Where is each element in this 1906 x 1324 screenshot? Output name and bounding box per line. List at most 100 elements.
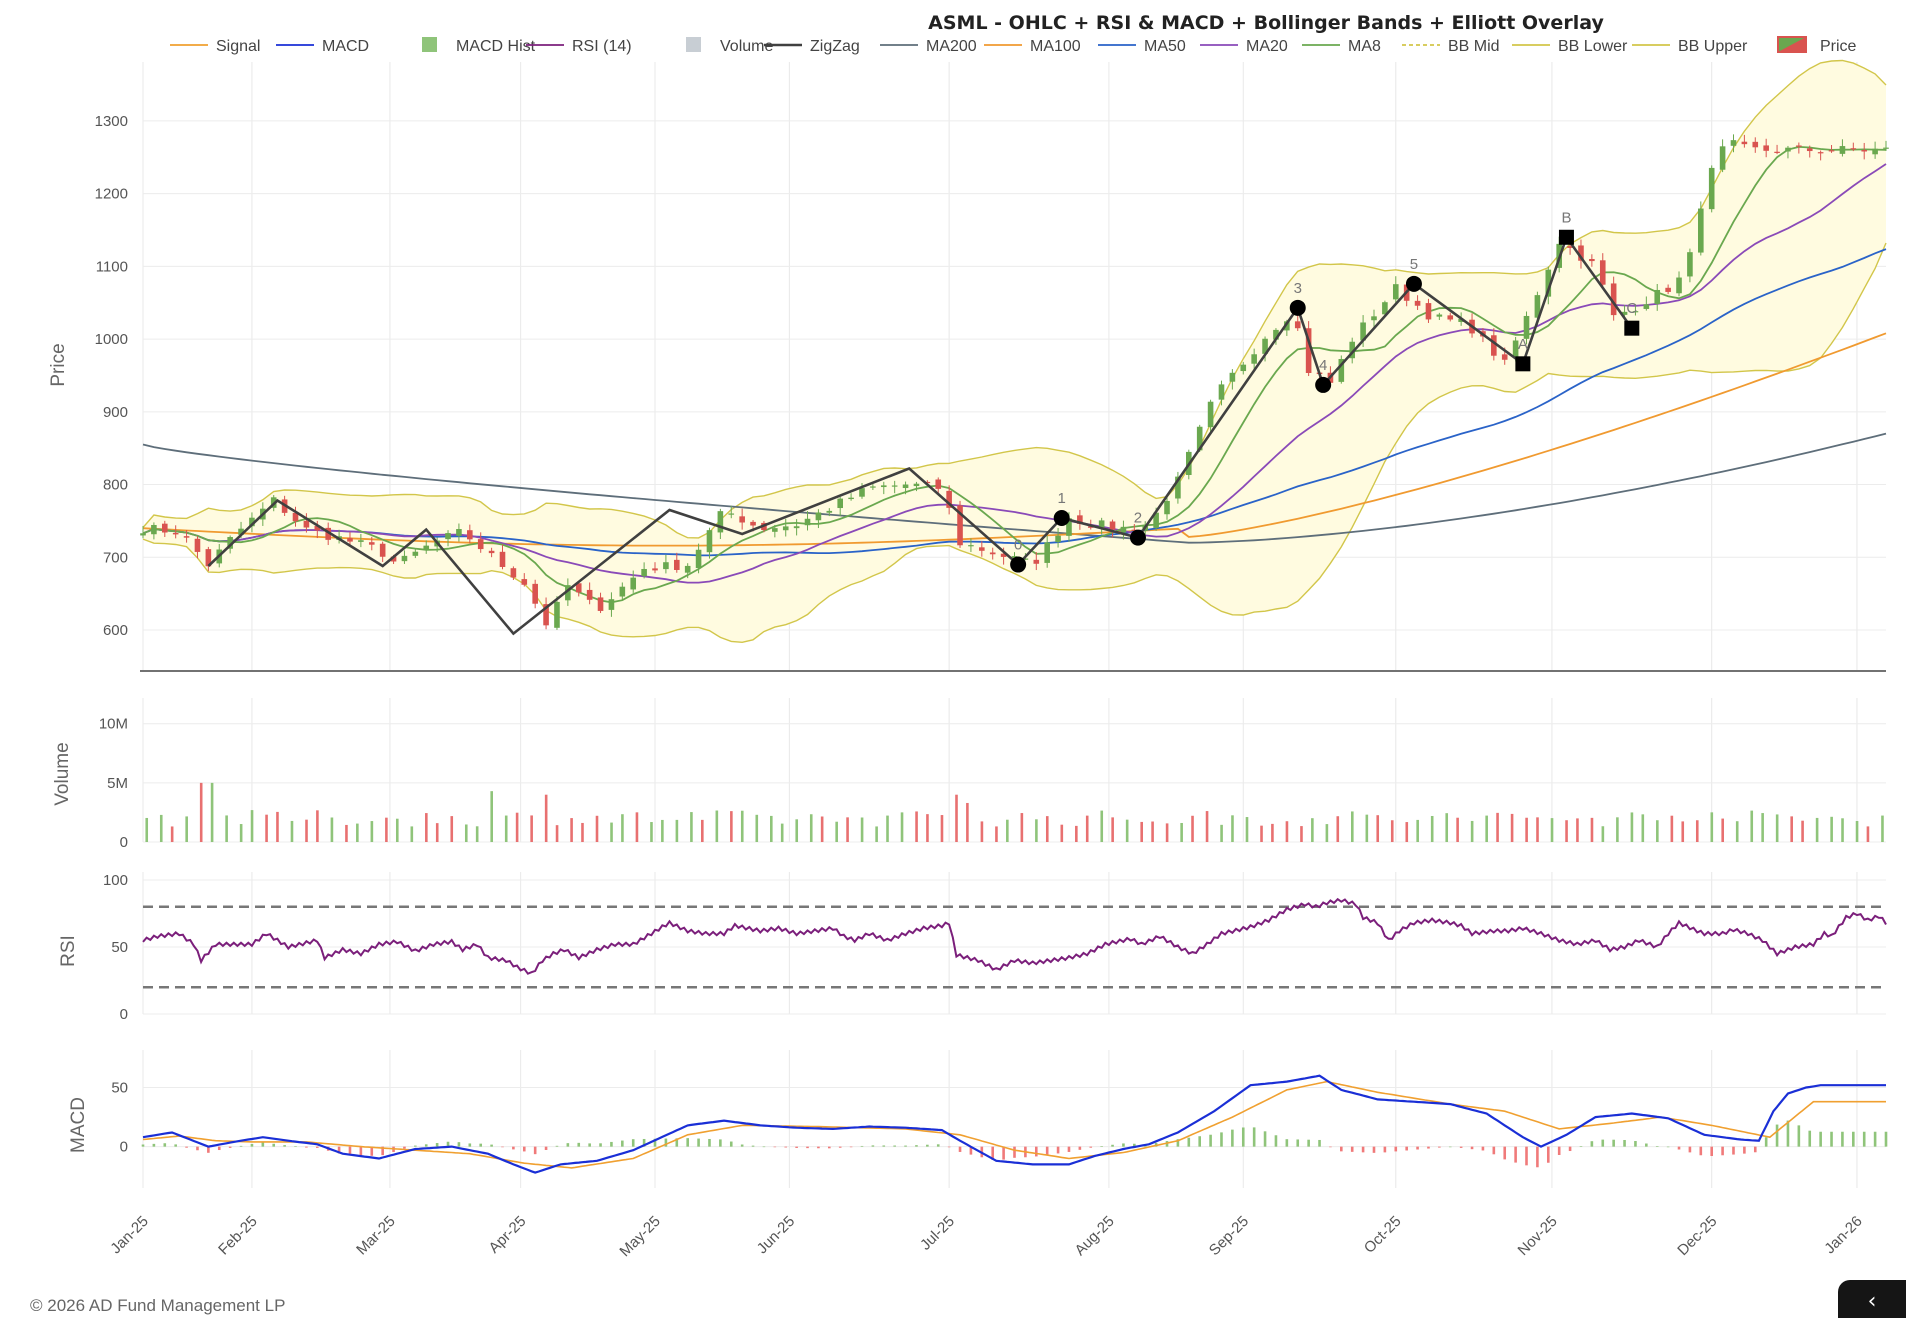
volume-bar <box>1855 820 1859 842</box>
macd-axis-title: MACD <box>68 1097 89 1153</box>
legend-entry: MA8 <box>1348 38 1381 55</box>
volume-bar <box>621 814 624 842</box>
volume-bar <box>740 810 744 842</box>
macd-hist-bar <box>1590 1141 1594 1147</box>
macd-hist-bar <box>926 1144 929 1147</box>
macd-hist-bar <box>1296 1139 1300 1147</box>
candle-body <box>347 538 353 542</box>
legend-entry: MA20 <box>1246 38 1288 55</box>
macd-hist-bar <box>1056 1146 1060 1154</box>
macd-hist-bar <box>1862 1131 1866 1147</box>
volume-bar <box>846 817 849 842</box>
candle-body <box>1774 151 1780 153</box>
volume-bar <box>1220 824 1223 842</box>
volume-bar <box>316 810 319 842</box>
collapse-sidebar-button[interactable]: ‹ <box>1838 1280 1906 1318</box>
macd-hist-bar <box>1307 1139 1310 1147</box>
volume-bar <box>1815 817 1819 842</box>
candle-body <box>390 556 397 562</box>
macd-hist-bar <box>1089 1146 1093 1148</box>
volume-bar <box>1445 813 1449 842</box>
candle-body <box>1087 526 1094 528</box>
candle-body <box>772 528 778 532</box>
volume-bar <box>1801 820 1804 842</box>
candle-body <box>412 551 419 556</box>
macd-hist-bar <box>1775 1124 1779 1147</box>
candle-body <box>946 490 952 508</box>
macd-hist-bar <box>435 1143 439 1147</box>
macd-hist-bar <box>414 1145 417 1147</box>
elliott-circle-marker <box>1289 299 1306 316</box>
macd-hist-bar <box>544 1146 548 1150</box>
macd-hist-bar <box>1743 1146 1746 1154</box>
macd-hist-bar <box>1721 1146 1724 1156</box>
volume-bar <box>395 818 399 842</box>
candle-body <box>968 545 974 547</box>
elliott-wave-label: B <box>1561 209 1571 226</box>
volume-bar <box>1365 814 1369 842</box>
volume-bar <box>276 811 279 842</box>
volume-bar <box>1060 824 1064 842</box>
volume-bar <box>1485 815 1488 842</box>
signal-line <box>142 1080 1886 1169</box>
macd-hist-bar <box>1220 1132 1223 1147</box>
chart-title: ASML - OHLC + RSI & MACD + Bollinger Ban… <box>928 12 1604 34</box>
macd-hist-bar <box>381 1146 384 1156</box>
macd-hist-bar <box>250 1143 254 1147</box>
candle-body <box>1828 150 1835 152</box>
volume-bar <box>1510 813 1514 842</box>
volume-bar <box>1550 818 1554 842</box>
volume-bar <box>305 819 308 842</box>
macd-hist-bar <box>653 1138 657 1147</box>
macd-hist-bar <box>1579 1146 1583 1147</box>
macd-hist-bar <box>599 1143 602 1147</box>
candle-body <box>1785 147 1791 152</box>
candle-body <box>358 540 364 542</box>
macd-hist-bar <box>261 1142 265 1147</box>
candle-body <box>477 539 484 550</box>
copyright-footer: © 2026 AD Fund Management LP <box>30 1296 286 1315</box>
macd-hist-bar <box>141 1144 145 1147</box>
macd-hist-bar <box>1536 1146 1539 1168</box>
volume-bar <box>995 826 998 842</box>
candle-body <box>728 513 735 515</box>
macd-hist-bar <box>1568 1146 1572 1152</box>
macd-hist-bar <box>729 1141 733 1147</box>
candle-body <box>1196 426 1203 451</box>
candle-body <box>1458 318 1464 322</box>
volume-bar <box>860 817 864 842</box>
candle-body <box>510 568 517 578</box>
legend-entry: BB Upper <box>1678 38 1748 55</box>
volume-bar <box>780 823 784 842</box>
macd-hist-bar <box>1612 1139 1615 1147</box>
candle-body <box>1175 476 1181 499</box>
candle-body <box>1839 146 1846 154</box>
macd-hist-bar <box>882 1145 886 1147</box>
volume-bar <box>159 814 163 842</box>
candle-body <box>1382 302 1388 315</box>
volume-bar <box>370 821 374 842</box>
macd-hist-bar <box>1623 1139 1626 1147</box>
candle-body <box>1491 335 1497 356</box>
macd-hist-bar <box>479 1143 483 1147</box>
macd-hist-bar <box>795 1146 798 1148</box>
volume-bar <box>1761 813 1764 842</box>
macd-hist-bar <box>457 1142 461 1147</box>
volume-bar <box>1180 822 1183 842</box>
macd-hist-bar <box>1819 1131 1822 1147</box>
macd-hist-bar <box>501 1146 504 1148</box>
macd-hist-bar <box>1427 1146 1430 1149</box>
macd-hist-bar <box>1557 1146 1561 1155</box>
candle-body <box>837 498 843 509</box>
candle-body <box>1000 553 1007 557</box>
volume-bar <box>770 815 773 842</box>
volume-bar <box>1231 815 1234 842</box>
volume-bar <box>1775 814 1779 842</box>
ma100-line <box>142 332 1887 547</box>
candle-body <box>1120 526 1127 533</box>
candle-body <box>1098 520 1105 529</box>
volume-bar <box>1205 811 1209 842</box>
candle-body <box>151 524 157 535</box>
candle-body <box>913 483 920 487</box>
